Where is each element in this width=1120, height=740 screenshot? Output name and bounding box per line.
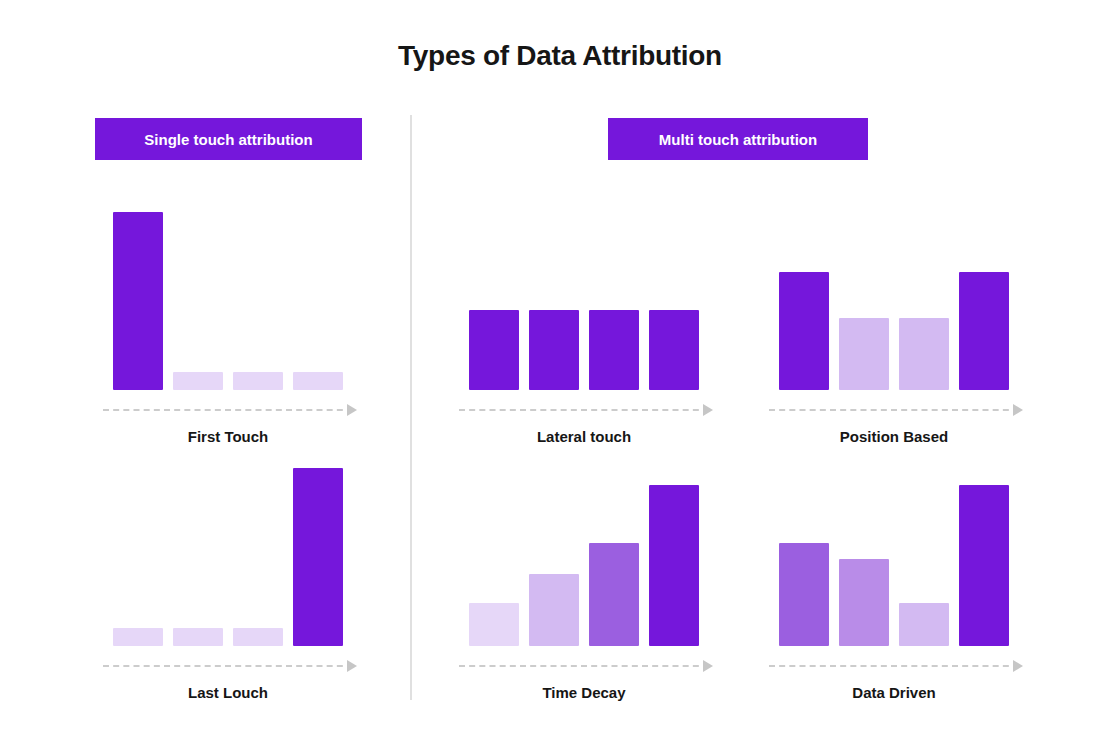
bar-plot bbox=[103, 468, 353, 646]
x-axis bbox=[103, 409, 353, 411]
axis-arrow-icon bbox=[347, 660, 357, 672]
bar bbox=[293, 468, 343, 646]
axis-arrow-icon bbox=[703, 404, 713, 416]
bar bbox=[589, 543, 639, 646]
bar bbox=[113, 212, 163, 390]
bar-plot bbox=[769, 485, 1019, 646]
bar bbox=[233, 372, 283, 390]
bar bbox=[173, 372, 223, 390]
bar bbox=[839, 559, 889, 646]
badge-multi-touch-attribution: Multi touch attribution bbox=[608, 118, 868, 160]
badge-single-touch-attribution: Single touch attribution bbox=[95, 118, 362, 160]
bar bbox=[469, 603, 519, 646]
chart-title: Last Louch bbox=[103, 684, 353, 701]
bar bbox=[113, 628, 163, 646]
chart-last-touch: Last Louch bbox=[103, 468, 353, 701]
bar-plot bbox=[769, 272, 1019, 390]
chart-position-based: Position Based bbox=[769, 272, 1019, 445]
chart-title: Time Decay bbox=[459, 684, 709, 701]
bar-plot bbox=[103, 212, 353, 390]
chart-title: Data Driven bbox=[769, 684, 1019, 701]
bar bbox=[899, 603, 949, 646]
bar bbox=[959, 485, 1009, 646]
bar bbox=[779, 272, 829, 390]
chart-title: First Touch bbox=[103, 428, 353, 445]
axis-arrow-icon bbox=[703, 660, 713, 672]
bar bbox=[649, 485, 699, 646]
bar bbox=[649, 310, 699, 390]
x-axis bbox=[459, 665, 709, 667]
axis-arrow-icon bbox=[347, 404, 357, 416]
bar bbox=[899, 318, 949, 390]
bar bbox=[233, 628, 283, 646]
chart-lateral-touch: Lateral touch bbox=[459, 272, 709, 445]
x-axis bbox=[769, 665, 1019, 667]
chart-title: Position Based bbox=[769, 428, 1019, 445]
badge-label: Multi touch attribution bbox=[659, 131, 817, 148]
bar bbox=[469, 310, 519, 390]
bar bbox=[529, 310, 579, 390]
bar bbox=[779, 543, 829, 646]
bar bbox=[589, 310, 639, 390]
chart-data-driven: Data Driven bbox=[769, 485, 1019, 701]
bar bbox=[959, 272, 1009, 390]
axis-arrow-icon bbox=[1013, 404, 1023, 416]
x-axis bbox=[459, 409, 709, 411]
axis-arrow-icon bbox=[1013, 660, 1023, 672]
x-axis bbox=[769, 409, 1019, 411]
chart-time-decay: Time Decay bbox=[459, 485, 709, 701]
bar bbox=[293, 372, 343, 390]
chart-title: Lateral touch bbox=[459, 428, 709, 445]
bar-plot bbox=[459, 272, 709, 390]
bar bbox=[529, 574, 579, 646]
page-title: Types of Data Attribution bbox=[0, 40, 1120, 72]
x-axis bbox=[103, 665, 353, 667]
bar bbox=[173, 628, 223, 646]
chart-first-touch: First Touch bbox=[103, 212, 353, 445]
section-divider bbox=[410, 115, 412, 700]
bar-plot bbox=[459, 485, 709, 646]
badge-label: Single touch attribution bbox=[144, 131, 312, 148]
bar bbox=[839, 318, 889, 390]
